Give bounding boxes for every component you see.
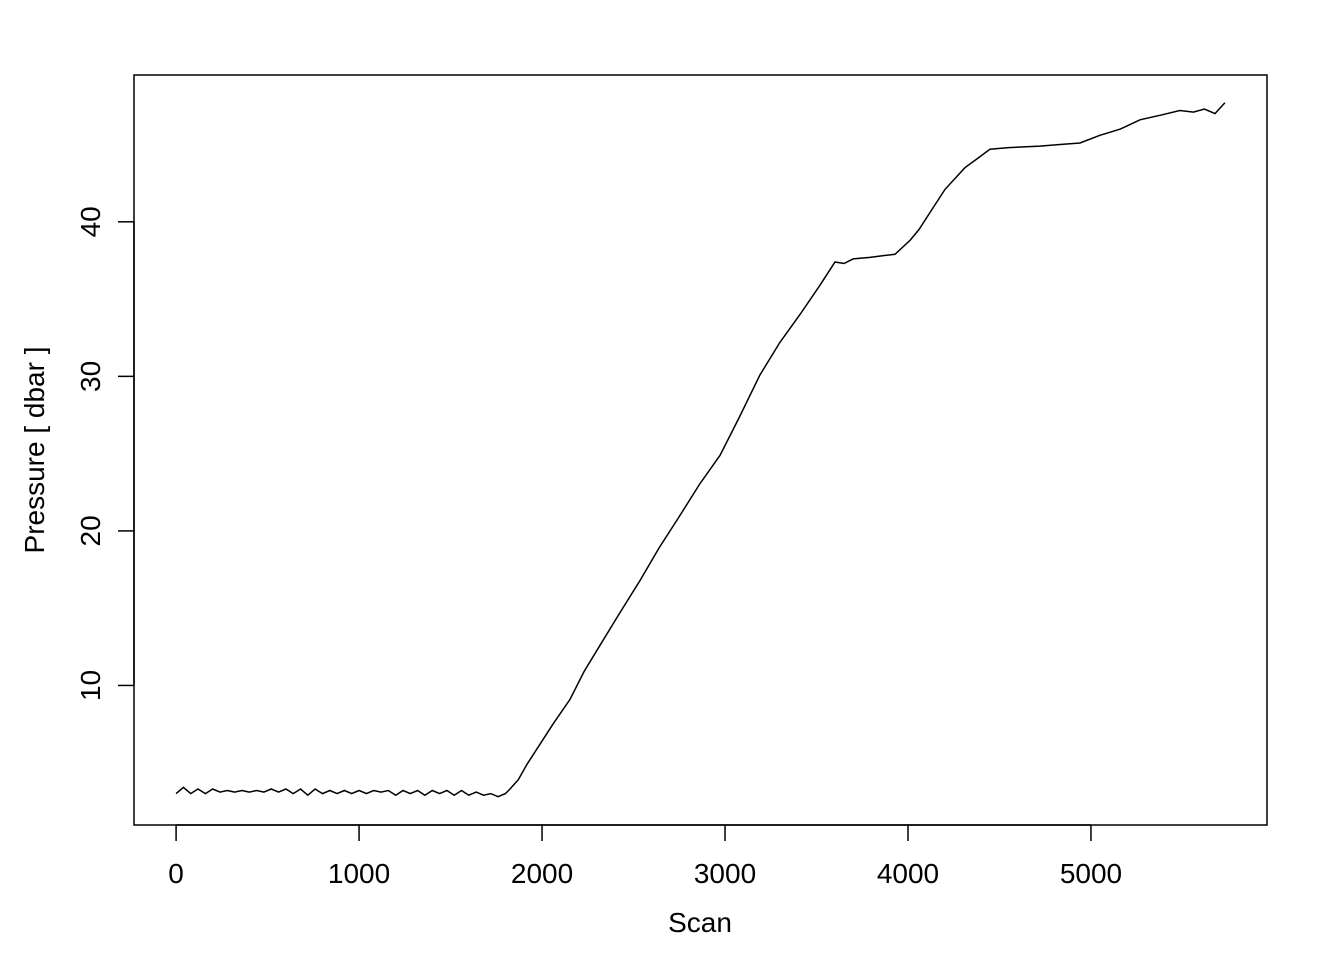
y-axis-label: Pressure [ dbar ] bbox=[19, 347, 50, 554]
y-tick-label: 30 bbox=[75, 361, 106, 392]
x-tick-label: 3000 bbox=[694, 858, 756, 889]
plot-frame bbox=[133, 74, 1268, 826]
x-axis-label: Scan bbox=[668, 907, 732, 938]
x-tick-label: 1000 bbox=[328, 858, 390, 889]
series-line-pressure bbox=[175, 102, 1226, 798]
x-tick-label: 0 bbox=[168, 858, 184, 889]
y-tick-label: 10 bbox=[75, 670, 106, 701]
y-tick-label: 20 bbox=[75, 515, 106, 546]
x-tick-label: 2000 bbox=[511, 858, 573, 889]
x-axis: 0 1000 2000 3000 4000 5000 bbox=[168, 824, 1122, 889]
x-tick-label: 4000 bbox=[877, 858, 939, 889]
y-tick-label: 40 bbox=[75, 206, 106, 237]
y-axis: 10 20 30 40 bbox=[75, 206, 135, 701]
x-tick-label: 5000 bbox=[1060, 858, 1122, 889]
